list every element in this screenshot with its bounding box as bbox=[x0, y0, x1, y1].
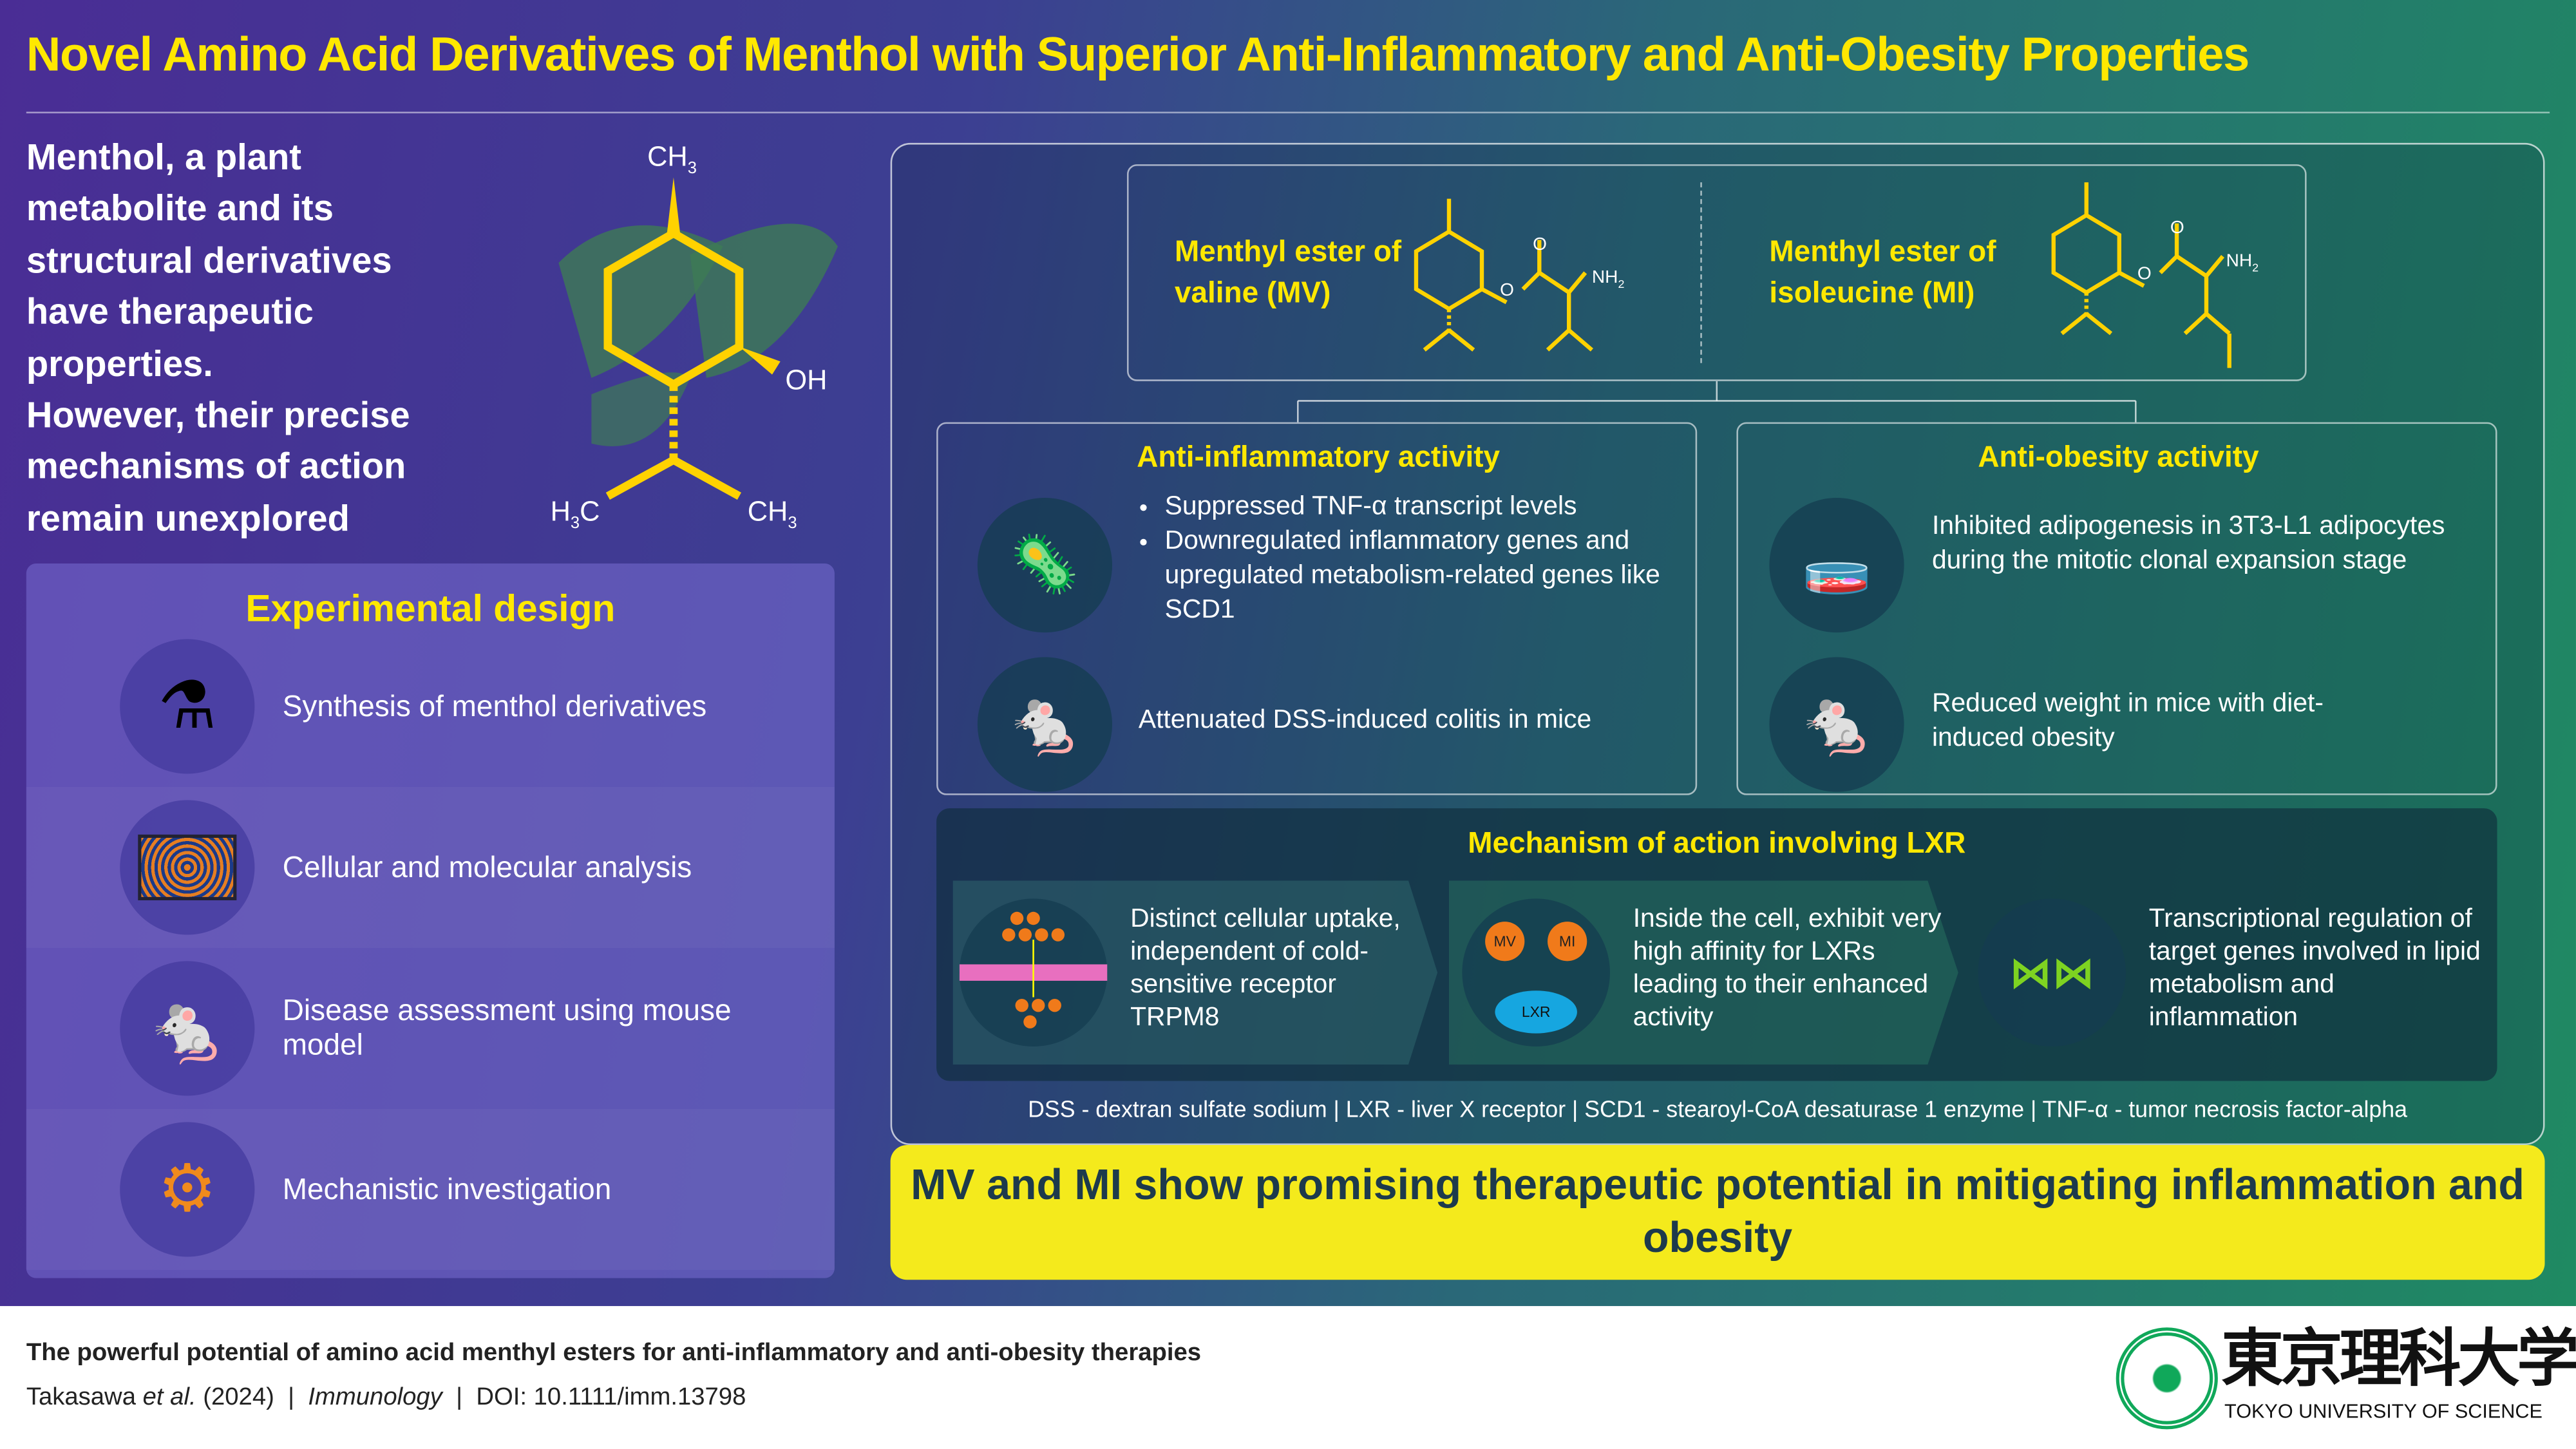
anti-obesity-title: Anti-obesity activity bbox=[1978, 440, 2259, 473]
experimental-item: ⚙ Mechanistic investigation bbox=[26, 1108, 835, 1270]
ch3-label: CH3 bbox=[747, 496, 797, 533]
anti-inflammatory-title: Anti-inflammatory activity bbox=[1137, 440, 1501, 473]
intro-line: However, their precise bbox=[26, 394, 410, 436]
lxr-receptor: LXR bbox=[1495, 990, 1577, 1034]
logo-kanji: 東京理科大学 bbox=[2221, 1325, 2576, 1395]
mechanism-step-2: Inside the cell, exhibit very high affin… bbox=[1633, 905, 1942, 1032]
intro-line: structural derivatives bbox=[26, 239, 392, 281]
logo-english: TOKYO UNIVERSITY OF SCIENCE bbox=[2224, 1399, 2543, 1423]
experimental-item-label: Mechanistic investigation bbox=[282, 1172, 612, 1206]
atom-nh2: NH2 bbox=[2226, 251, 2259, 275]
mechanism-step-3: Transcriptional regulation of target gen… bbox=[2148, 905, 2481, 1032]
experimental-item-label: Disease assessment using mouse model bbox=[282, 994, 732, 1061]
intro-line: properties. bbox=[26, 343, 213, 384]
oh-label: OH bbox=[785, 365, 828, 396]
mouse-icon: 🐁 bbox=[977, 657, 1113, 792]
intro-text: Menthol, a plant metabolite and its stru… bbox=[26, 131, 519, 544]
mv-structure bbox=[1414, 198, 1593, 352]
anti-obesity-box: Anti-obesity activity 🧫 Inhibited adipog… bbox=[1736, 422, 2497, 795]
petri-dish-icon: 🧫 bbox=[1769, 497, 1904, 633]
leaf-icon bbox=[690, 223, 838, 378]
intro-line: remain unexplored bbox=[26, 497, 350, 539]
compound-divider bbox=[1700, 182, 1702, 363]
compounds-box: Menthyl ester of valine (MV) O O NH2 Men… bbox=[1126, 164, 2307, 381]
experimental-design-title: Experimental design bbox=[245, 586, 616, 630]
title-divider bbox=[26, 111, 2550, 114]
mi-molecule: MI bbox=[1548, 922, 1587, 961]
main-title: Novel Amino Acid Derivatives of Menthol … bbox=[26, 29, 2250, 82]
atom-nh2: NH2 bbox=[1591, 267, 1625, 292]
experimental-item: 🐁 Disease assessment using mouse model bbox=[26, 948, 835, 1109]
membrane-uptake-icon bbox=[959, 898, 1108, 1046]
experimental-item: Cellular and molecular analysis bbox=[26, 786, 835, 948]
intro-line: have therapeutic bbox=[26, 291, 314, 332]
authors: Takasawa bbox=[26, 1383, 136, 1412]
connector-lines bbox=[1297, 381, 2137, 422]
separator: | bbox=[456, 1383, 463, 1412]
adipogenesis-text: Inhibited adipogenesis in 3T3-L1 adipocy… bbox=[1931, 512, 2445, 575]
compound-mv-name: Menthyl ester of valine (MV) bbox=[1174, 234, 1402, 309]
weight-text: Reduced weight in mice with diet-induced… bbox=[1931, 690, 2324, 753]
atom-o: O bbox=[2137, 264, 2152, 285]
well-plate-icon bbox=[120, 800, 255, 935]
experimental-item-label: Synthesis of menthol derivatives bbox=[282, 689, 707, 723]
colitis-text: Attenuated DSS-induced colitis in mice bbox=[1138, 706, 1592, 735]
gears-icon: ⚙ bbox=[120, 1122, 255, 1257]
menthol-structure bbox=[558, 177, 838, 500]
experimental-item-label: Cellular and molecular analysis bbox=[282, 850, 692, 884]
anti-inflammatory-bullets: Suppressed TNF-α transcript levels Downr… bbox=[1139, 489, 1681, 627]
leaf-icon bbox=[591, 372, 690, 447]
journal[interactable]: Immunology bbox=[308, 1383, 442, 1412]
intro-line: mechanisms of action bbox=[26, 446, 406, 488]
experimental-item: ⚗ Synthesis of menthol derivatives bbox=[26, 626, 835, 787]
anti-inflammatory-box: Anti-inflammatory activity 🦠 Suppressed … bbox=[936, 422, 1698, 795]
bullet-item: Suppressed TNF-α transcript levels bbox=[1165, 489, 1681, 524]
intro-line: Menthol, a plant bbox=[26, 136, 301, 178]
atom-o: O bbox=[2170, 218, 2184, 238]
lxr-binding-icon: MV MI LXR bbox=[1462, 898, 1610, 1046]
mechanism-step-1: Distinct cellular uptake, independent of… bbox=[1130, 905, 1401, 1032]
mechanism-box: Mechanism of action involving LXR Distin… bbox=[936, 808, 2497, 1081]
dna-transcription-icon: ⋈⋈ bbox=[1978, 898, 2126, 1046]
atom-o: O bbox=[1533, 234, 1547, 255]
mouse-icon: 🐁 bbox=[120, 961, 255, 1096]
leaf-icon bbox=[558, 225, 723, 378]
abbreviations: DSS - dextran sulfate sodium | LXR - liv… bbox=[1028, 1095, 2408, 1122]
et-al: et al. bbox=[142, 1383, 196, 1412]
mv-molecule: MV bbox=[1485, 922, 1525, 961]
bullet-item: Downregulated inflammatory genes and upr… bbox=[1165, 524, 1681, 628]
mechanism-title: Mechanism of action involving LXR bbox=[1468, 826, 1966, 860]
doi-link[interactable]: DOI: 10.1111/imm.13798 bbox=[476, 1383, 746, 1412]
cell-dna-icon: 🦠 bbox=[977, 497, 1113, 633]
compound-mi-name: Menthyl ester of isoleucine (MI) bbox=[1769, 234, 1996, 309]
conclusion-banner: MV and MI show promising therapeutic pot… bbox=[890, 1145, 2545, 1280]
footer-headline: The powerful potential of amino acid men… bbox=[26, 1339, 1202, 1367]
citation: Takasawa et al. (2024) | Immunology | DO… bbox=[26, 1383, 746, 1411]
university-seal-icon bbox=[2116, 1327, 2218, 1430]
experimental-design-panel: Experimental design ⚗ Synthesis of menth… bbox=[26, 563, 835, 1278]
intro-line: metabolite and its bbox=[26, 187, 334, 229]
separator: | bbox=[288, 1383, 295, 1412]
ch3-label: CH3 bbox=[647, 141, 697, 178]
year: (2024) bbox=[203, 1383, 274, 1412]
mouse-icon: 🐁 bbox=[1769, 657, 1904, 792]
flask-icon: ⚗ bbox=[120, 639, 255, 774]
atom-o: O bbox=[1500, 281, 1514, 301]
university-logo: 東京理科大学 TOKYO UNIVERSITY OF SCIENCE bbox=[2116, 1324, 2576, 1432]
h3c-label: H3C bbox=[550, 496, 600, 533]
mi-structure bbox=[2051, 182, 2231, 368]
